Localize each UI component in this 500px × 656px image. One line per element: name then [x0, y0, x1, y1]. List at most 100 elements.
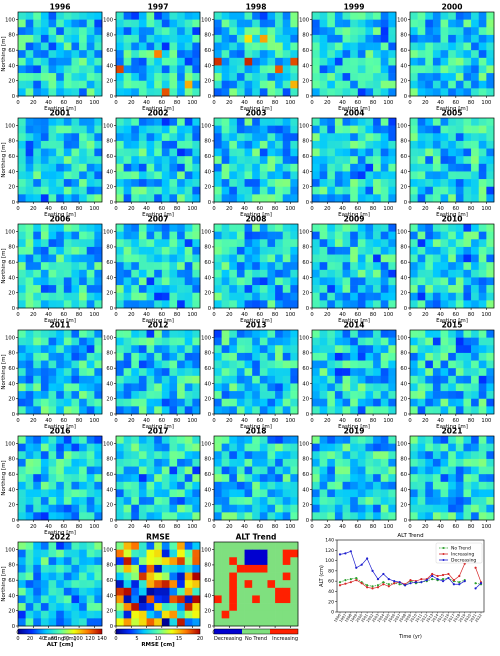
- map-cell: [440, 436, 449, 444]
- map-cell: [138, 391, 147, 400]
- map-cell: [63, 618, 72, 627]
- map-cell: [123, 254, 132, 263]
- x-tick-label: 40: [143, 206, 150, 212]
- map-cell: [146, 277, 155, 286]
- map-cell: [63, 133, 72, 142]
- map-cell: [312, 246, 320, 255]
- x-tick-label: 2020: [463, 613, 472, 623]
- map-cell: [357, 88, 366, 97]
- map-cell: [138, 148, 147, 157]
- map-cell: [448, 239, 457, 248]
- map-cell: [471, 391, 480, 400]
- map-cell: [312, 458, 320, 467]
- map-cell: [123, 398, 132, 407]
- map-cell: [252, 352, 261, 361]
- map-cell: [161, 133, 170, 142]
- map-cell: [252, 50, 261, 59]
- map-cell: [275, 148, 284, 157]
- map-cell: [236, 474, 245, 483]
- map-cell: [373, 34, 382, 43]
- map-cell: [71, 179, 80, 188]
- map-cell: [388, 34, 397, 43]
- map-cell: [229, 285, 238, 294]
- y-tick-label: 80: [400, 33, 407, 39]
- rmse-cell: [184, 618, 193, 627]
- map-cell: [259, 156, 268, 165]
- map-cell: [18, 368, 26, 377]
- map-cell: [432, 292, 441, 301]
- map-cell: [410, 436, 418, 444]
- map-cell: [312, 262, 320, 271]
- map-cell: [388, 156, 397, 165]
- map-cell: [282, 224, 291, 232]
- rmse-cell: [169, 542, 178, 550]
- x-tick-label: 0: [16, 312, 19, 318]
- map-cell: [169, 406, 178, 415]
- map-cell: [33, 133, 42, 142]
- rmse-cell: [161, 542, 170, 550]
- map-cell: [267, 179, 276, 188]
- trend-cell: [244, 564, 253, 573]
- map-cell: [18, 542, 26, 550]
- map-cell: [463, 19, 472, 28]
- map-cell: [40, 140, 49, 149]
- map-cell: [417, 497, 426, 506]
- map-cell: [478, 27, 487, 36]
- map-cell: [410, 337, 418, 346]
- map-cell: [116, 148, 124, 157]
- map-cell: [56, 27, 65, 36]
- map-cell: [425, 179, 434, 188]
- x-tick-label: 100: [285, 312, 295, 318]
- map-cell: [259, 224, 268, 232]
- map-cell: [417, 352, 426, 361]
- y-tick-label: 0: [404, 94, 407, 100]
- map-cell: [244, 73, 253, 82]
- map-cell: [410, 57, 418, 66]
- map-cell: [312, 224, 320, 232]
- y-tick-label: 40: [204, 169, 211, 175]
- map-cell: [229, 57, 238, 66]
- map-cell: [357, 497, 366, 506]
- map-cell: [282, 179, 291, 188]
- x-tick-label: 0: [310, 418, 313, 424]
- map-cell: [25, 12, 34, 20]
- map-cell: [244, 277, 253, 286]
- map-cell: [380, 337, 389, 346]
- map-cell: [290, 239, 299, 248]
- map-cell: [448, 231, 457, 240]
- map-cell: [259, 246, 268, 255]
- y-tick-label: 100: [299, 441, 309, 447]
- y-axis-label: Northing [m]: [1, 354, 7, 389]
- map-cell: [79, 88, 88, 97]
- map-cell: [425, 231, 434, 240]
- map-cell: [357, 186, 366, 195]
- map-cell: [40, 512, 49, 521]
- map-cell: [214, 368, 222, 377]
- map-cell: [357, 194, 366, 203]
- map-cell: [357, 231, 366, 240]
- y-tick-label: 20: [204, 291, 211, 297]
- map-cell: [214, 231, 222, 240]
- map-cell: [56, 360, 65, 369]
- map-cell: [432, 140, 441, 149]
- rmse-cell: [138, 610, 147, 619]
- trend-cell: [244, 572, 253, 581]
- map-cell: [131, 352, 140, 361]
- map-cell: [410, 50, 418, 59]
- map-cell: [18, 156, 26, 165]
- map-cell: [138, 140, 147, 149]
- map-cell: [275, 34, 284, 43]
- map-cell: [94, 133, 103, 142]
- map-cell: [342, 352, 351, 361]
- map-cell: [79, 65, 88, 74]
- map-cell: [56, 300, 65, 309]
- map-cell: [267, 80, 276, 89]
- map-cell: [334, 148, 343, 157]
- map-cell: [244, 300, 253, 309]
- map-cell: [440, 163, 449, 172]
- map-cell: [71, 497, 80, 506]
- map-cell: [86, 345, 95, 354]
- x-tick-label: 2000: [355, 613, 364, 623]
- map-cell: [463, 330, 472, 338]
